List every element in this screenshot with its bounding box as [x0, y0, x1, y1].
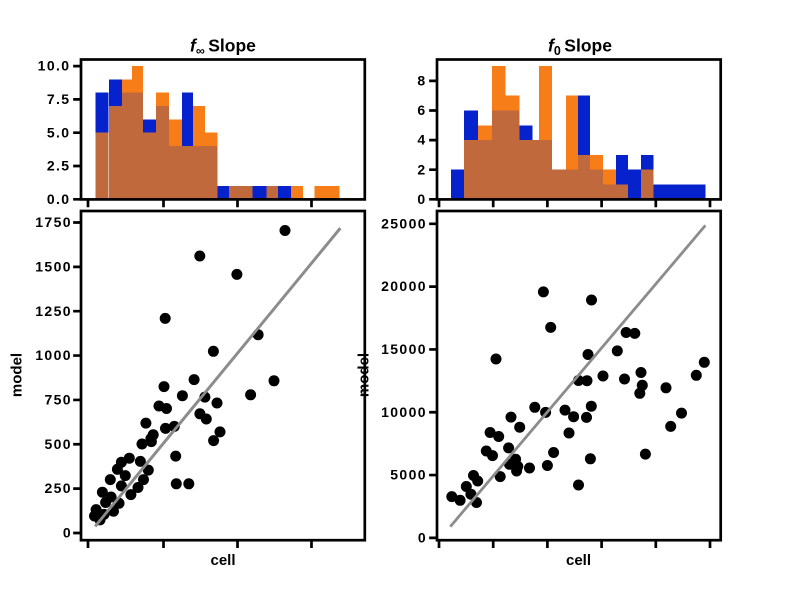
svg-text:0: 0: [417, 191, 426, 207]
svg-text:1000: 1000: [35, 347, 72, 363]
svg-text:cell: cell: [566, 552, 591, 569]
svg-text:cell: cell: [210, 552, 235, 569]
svg-text:15000: 15000: [381, 341, 427, 357]
svg-text:2.5: 2.5: [47, 158, 71, 174]
svg-text:20000: 20000: [381, 278, 427, 294]
svg-text:f∞ Slope: f∞ Slope: [190, 36, 256, 59]
svg-text:2: 2: [417, 161, 426, 177]
svg-text:25000: 25000: [381, 215, 427, 231]
svg-text:10000: 10000: [381, 404, 427, 420]
svg-text:4: 4: [417, 132, 426, 148]
svg-text:10.0: 10.0: [38, 58, 71, 74]
svg-text:8: 8: [417, 73, 426, 89]
svg-text:f0 Slope: f0 Slope: [548, 36, 612, 59]
svg-text:1750: 1750: [35, 214, 72, 230]
svg-text:0: 0: [63, 525, 72, 541]
svg-text:1500: 1500: [35, 258, 72, 274]
svg-text:750: 750: [44, 392, 72, 408]
svg-text:0.0: 0.0: [47, 191, 71, 207]
svg-text:1250: 1250: [35, 303, 72, 319]
svg-text:5000: 5000: [390, 467, 427, 483]
svg-text:5.0: 5.0: [47, 124, 71, 140]
svg-text:model: model: [356, 353, 373, 397]
svg-text:250: 250: [44, 480, 72, 496]
svg-text:500: 500: [44, 436, 72, 452]
svg-text:model: model: [9, 353, 26, 397]
svg-text:0: 0: [418, 530, 427, 546]
svg-text:7.5: 7.5: [47, 91, 71, 107]
svg-text:6: 6: [417, 102, 426, 118]
